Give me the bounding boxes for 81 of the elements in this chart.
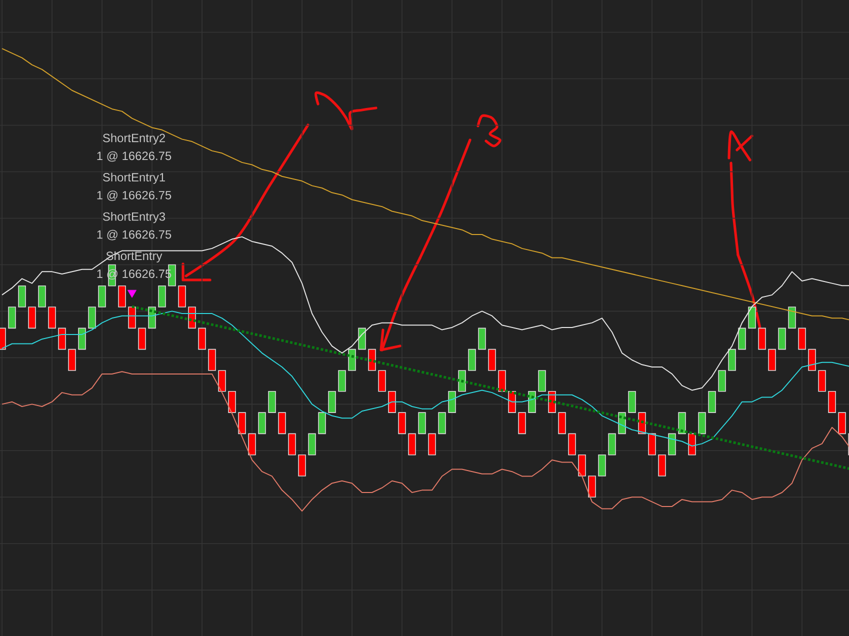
candlestick bbox=[468, 348, 476, 371]
candlestick bbox=[658, 454, 666, 476]
candlestick bbox=[178, 285, 186, 308]
candlestick bbox=[198, 328, 206, 350]
candlestick bbox=[648, 433, 656, 456]
text: ShortEntry2 bbox=[102, 133, 165, 145]
candlestick bbox=[558, 412, 566, 434]
candlestick bbox=[358, 328, 366, 350]
candlestick bbox=[458, 370, 466, 392]
candlestick bbox=[118, 285, 126, 308]
candlestick bbox=[588, 476, 596, 498]
candlestick bbox=[298, 454, 306, 476]
candlestick bbox=[728, 348, 736, 371]
candlestick bbox=[778, 328, 786, 350]
candlestick bbox=[718, 370, 726, 392]
candlestick bbox=[578, 454, 586, 476]
candlestick bbox=[158, 285, 166, 308]
candlestick bbox=[678, 412, 686, 434]
candlestick bbox=[818, 370, 826, 392]
candlestick bbox=[478, 328, 486, 350]
candlestick bbox=[218, 370, 226, 392]
text: ShortEntry3 bbox=[102, 212, 166, 224]
candlestick bbox=[498, 370, 506, 392]
candlestick bbox=[398, 412, 406, 434]
candlestick bbox=[228, 390, 236, 413]
candlestick bbox=[238, 412, 246, 434]
candlestick bbox=[738, 328, 746, 350]
candlestick bbox=[798, 328, 806, 350]
candlestick bbox=[568, 433, 576, 456]
candlestick bbox=[668, 433, 676, 456]
candlestick bbox=[828, 390, 836, 413]
candlestick bbox=[268, 390, 276, 413]
candlestick bbox=[788, 306, 796, 329]
candlestick bbox=[338, 370, 346, 392]
text: ShortEntry1 bbox=[102, 172, 165, 184]
candlestick bbox=[48, 306, 56, 329]
candlestick bbox=[68, 348, 76, 371]
text: 1 @ 16626.75 bbox=[97, 190, 172, 201]
candlestick bbox=[258, 412, 266, 434]
candlestick bbox=[98, 285, 106, 308]
candlestick bbox=[8, 306, 16, 329]
candlestick bbox=[388, 390, 396, 413]
candlestick bbox=[408, 433, 416, 456]
candlestick bbox=[438, 412, 446, 434]
candlestick bbox=[348, 348, 356, 371]
candlestick bbox=[768, 348, 776, 371]
candlestick bbox=[418, 412, 426, 434]
candlestick bbox=[758, 328, 766, 350]
candlestick bbox=[748, 306, 756, 329]
candlestick bbox=[208, 348, 216, 371]
candlestick bbox=[138, 328, 146, 350]
candlestick bbox=[38, 285, 46, 308]
candlestick bbox=[688, 433, 696, 456]
candlestick bbox=[278, 412, 286, 434]
candlestick bbox=[538, 370, 546, 392]
candlestick bbox=[518, 412, 526, 434]
candlestick bbox=[318, 412, 326, 434]
candlestick bbox=[808, 348, 816, 371]
candlestick bbox=[448, 390, 456, 413]
candlestick bbox=[628, 390, 636, 413]
candlestick bbox=[428, 433, 436, 456]
candlestick bbox=[708, 390, 716, 413]
candlestick bbox=[698, 412, 706, 434]
candlestick bbox=[328, 390, 336, 413]
candlestick bbox=[608, 433, 616, 456]
text: 1 @ 16626.75 bbox=[97, 151, 172, 162]
candlestick bbox=[18, 285, 26, 308]
candlestick bbox=[288, 433, 296, 456]
candlestick bbox=[368, 348, 376, 371]
candlestick bbox=[308, 433, 316, 456]
candlestick bbox=[838, 412, 846, 434]
candlestick bbox=[488, 348, 496, 371]
candlestick bbox=[88, 306, 96, 329]
candlestick bbox=[128, 306, 136, 329]
candlestick bbox=[378, 370, 386, 392]
candlestick bbox=[78, 328, 86, 350]
candlestick bbox=[598, 454, 606, 476]
candlestick bbox=[248, 433, 256, 456]
candlestick bbox=[28, 306, 36, 329]
text: 1 @ 16626.75 bbox=[97, 230, 172, 240]
candlestick bbox=[58, 328, 66, 350]
